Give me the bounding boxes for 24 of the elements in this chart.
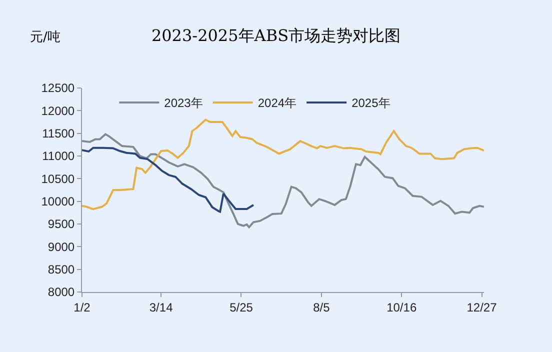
line-series bbox=[82, 133, 484, 228]
x-tick-label: 3/14 bbox=[149, 300, 174, 314]
y-tick-label: 12000 bbox=[41, 104, 75, 118]
y-tick-label: 10000 bbox=[41, 194, 75, 209]
y-tick-label: 8500 bbox=[48, 262, 75, 277]
x-tick-label: 10/16 bbox=[386, 300, 417, 314]
x-tick-label: 12/27 bbox=[466, 300, 498, 314]
legend-label: 2025年 bbox=[352, 96, 390, 110]
x-tick-label: 8/5 bbox=[313, 300, 330, 314]
line-series bbox=[82, 118, 484, 210]
y-tick-label: 9500 bbox=[48, 217, 75, 232]
y-axis-title: 元/吨 bbox=[30, 30, 60, 45]
y-tick-label: 9000 bbox=[48, 240, 75, 254]
y-tick-label: 12500 bbox=[41, 81, 75, 96]
y-tick-label: 11000 bbox=[42, 149, 75, 164]
x-tick-label: 5/25 bbox=[230, 300, 254, 314]
legend-label: 2024年 bbox=[258, 96, 297, 110]
x-tick-label: 1/2 bbox=[74, 300, 91, 314]
y-tick-label: 8000 bbox=[48, 285, 75, 300]
y-tick-label: 11500 bbox=[42, 126, 75, 141]
y-tick-label: 10500 bbox=[41, 172, 75, 186]
chart-title: 2023-2025年ABS市场走势对比图 bbox=[151, 26, 401, 45]
legend-label: 2023年 bbox=[164, 96, 203, 110]
line-series bbox=[82, 146, 254, 213]
